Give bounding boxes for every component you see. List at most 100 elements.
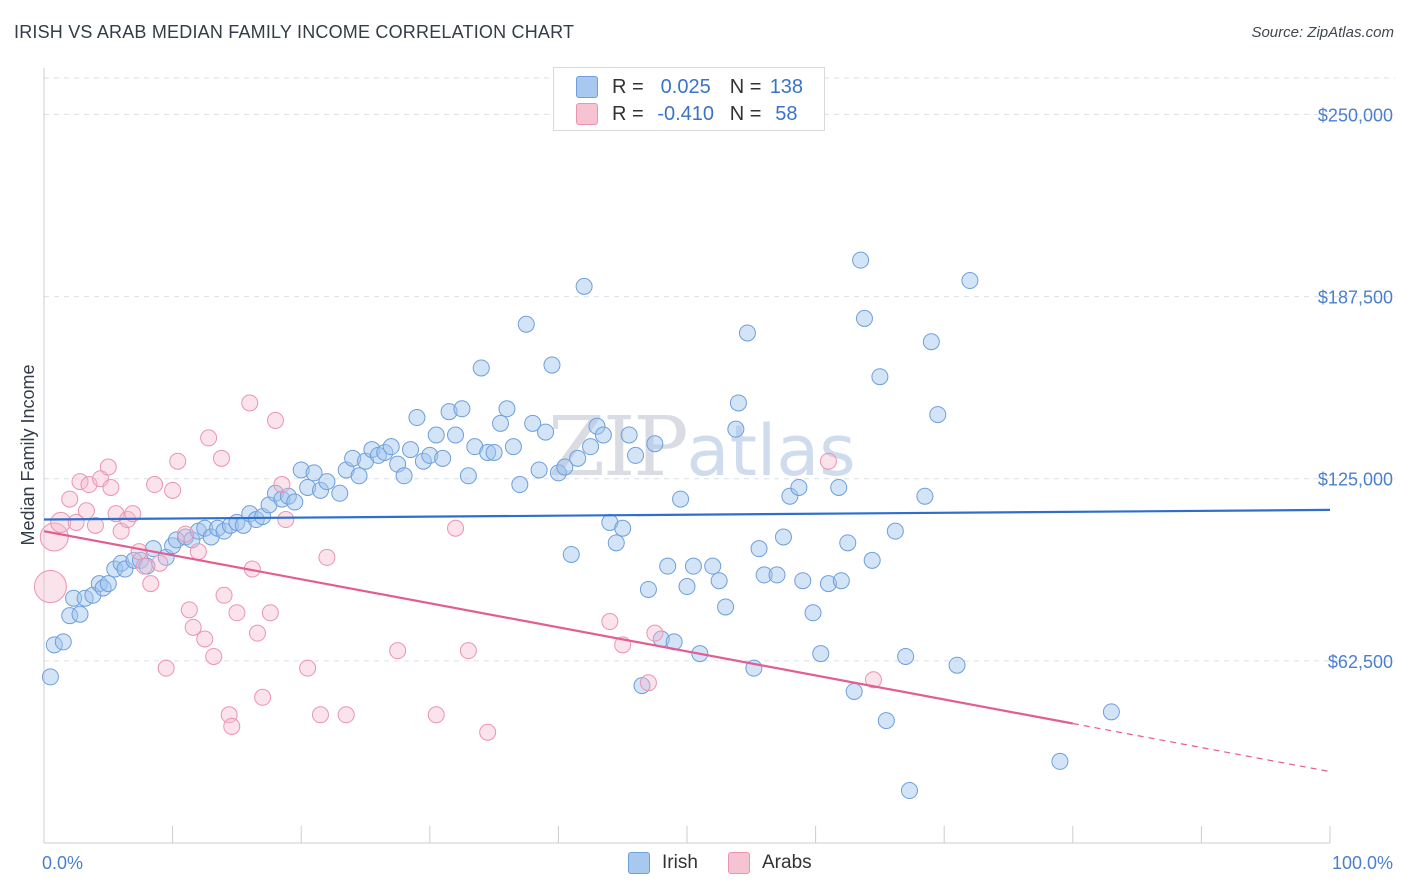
irish-point — [556, 458, 574, 476]
irish-point — [427, 426, 445, 444]
arab-point — [318, 548, 336, 566]
irish-point — [524, 414, 542, 432]
irish-point — [839, 534, 857, 552]
irish-point — [116, 560, 134, 578]
legend-row-arabs: R = -0.410 N = 58 — [576, 101, 811, 127]
arab-point — [135, 557, 153, 575]
irish-point — [517, 315, 535, 333]
irish-point — [897, 647, 915, 665]
irish-point — [852, 251, 870, 269]
irish-point — [299, 478, 317, 496]
trend-lines — [43, 508, 1331, 773]
stats-legend: R = 0.025 N = 138 R = -0.410 N = 58 — [553, 67, 825, 131]
arab-point — [254, 688, 272, 706]
irish-point — [750, 540, 768, 558]
arab-point — [228, 604, 246, 622]
irish-point — [382, 438, 400, 456]
irish-point — [845, 682, 863, 700]
irish-point — [344, 449, 362, 467]
irish-point — [292, 461, 310, 479]
arab-point — [601, 613, 619, 631]
irish-point — [727, 420, 745, 438]
irish-point — [659, 557, 677, 575]
series-legend-irish[interactable]: Irish — [628, 852, 698, 874]
irish-point — [607, 534, 625, 552]
arab-point — [389, 642, 407, 660]
irish-point — [492, 414, 510, 432]
irish-point — [472, 359, 490, 377]
irish-point — [804, 604, 822, 622]
legend-row-irish: R = 0.025 N = 138 — [576, 74, 811, 100]
irish-point — [376, 443, 394, 461]
arab-point — [819, 452, 837, 470]
irish-point — [167, 531, 185, 549]
irish-point — [331, 484, 349, 502]
arab-point — [459, 642, 477, 660]
arab-point — [479, 723, 497, 741]
irish-point — [106, 560, 124, 578]
irish-point — [549, 464, 567, 482]
irish-point — [819, 575, 837, 593]
arab-point — [146, 476, 164, 494]
y-tick-label: $187,500 — [1318, 288, 1393, 308]
arab-point — [261, 604, 279, 622]
irish-point — [830, 478, 848, 496]
irish-point — [710, 572, 728, 590]
irish-point — [363, 441, 381, 459]
irish-point — [459, 467, 477, 485]
arab-point — [102, 478, 120, 496]
irish-point — [562, 545, 580, 563]
arab-point — [248, 624, 266, 642]
irish-point — [871, 368, 889, 386]
arab-point — [311, 706, 329, 724]
irish-point — [479, 443, 497, 461]
legend-r-value: 0.025 — [660, 75, 711, 98]
irish-point — [588, 417, 606, 435]
irish-point — [504, 438, 522, 456]
arab-point — [266, 411, 284, 429]
arab-point — [86, 516, 104, 534]
irish-point — [511, 476, 529, 494]
irish-point — [961, 272, 979, 290]
arab-point — [77, 502, 95, 520]
irish-point — [729, 394, 747, 412]
irish-point — [311, 481, 329, 499]
arab-point — [157, 659, 175, 677]
irish-point — [543, 356, 561, 374]
legend-r-value: -0.410 — [657, 102, 715, 125]
arab-point — [427, 706, 445, 724]
x-tick-label: 0.0% — [42, 853, 83, 873]
irish-point — [286, 493, 304, 511]
series-legend-arabs[interactable]: Arabs — [728, 852, 812, 874]
legend-r-key: R = — [612, 75, 644, 98]
arab-point — [169, 452, 187, 470]
irish-point — [54, 633, 72, 651]
arab-point — [50, 511, 72, 533]
irish-point — [421, 446, 439, 464]
legend-swatch-irish — [576, 76, 598, 98]
legend-n-key: N = — [729, 102, 762, 125]
legend-swatch-arabs — [576, 103, 598, 125]
irish-point — [738, 324, 756, 342]
irish-point — [755, 566, 773, 584]
irish-point — [99, 575, 117, 593]
arab-point — [180, 601, 198, 619]
irish-point — [530, 461, 548, 479]
irish-point — [704, 557, 722, 575]
arab-point — [447, 519, 465, 537]
irish-point — [717, 598, 735, 616]
arab-point — [223, 717, 241, 735]
x-tick-label: 100.0% — [1332, 853, 1393, 873]
arab-point — [164, 481, 182, 499]
axes — [43, 68, 1331, 844]
irish-point — [916, 487, 934, 505]
legend-n-value: 58 — [775, 102, 798, 125]
irish-point — [832, 572, 850, 590]
irish-point — [877, 712, 895, 730]
arab-point — [151, 554, 169, 572]
irish-point — [1102, 703, 1120, 721]
irish-point — [639, 580, 657, 598]
irish-point — [41, 668, 59, 686]
irish-point — [440, 403, 458, 421]
arab-point — [33, 570, 67, 604]
